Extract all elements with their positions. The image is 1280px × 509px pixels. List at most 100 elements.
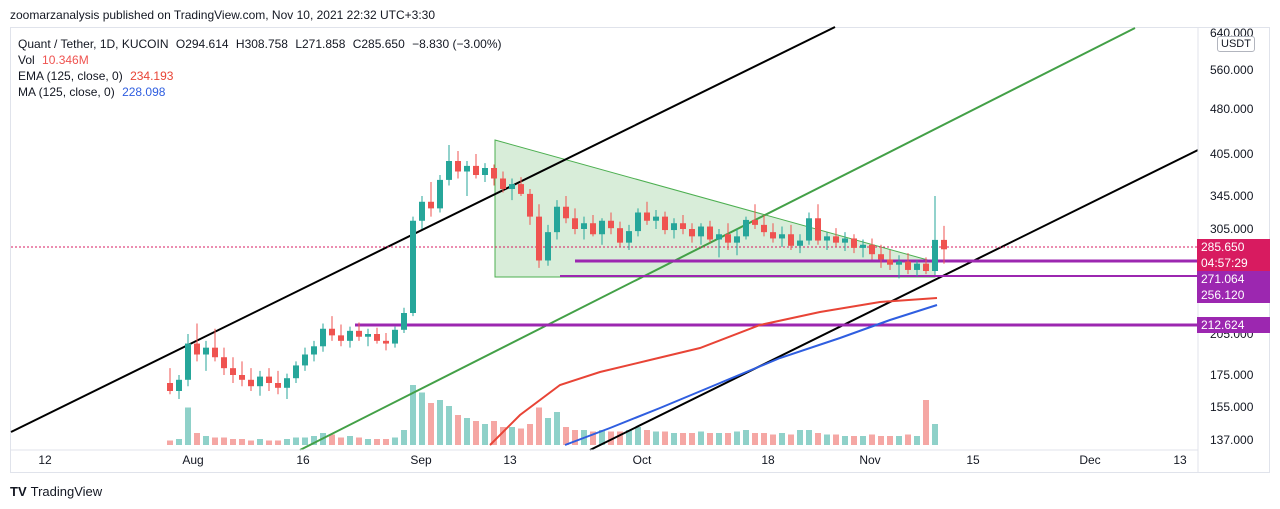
volume-bar <box>572 430 578 445</box>
volume-bar <box>500 427 506 445</box>
ma-label: MA (125, close, 0) <box>18 85 115 99</box>
volume-bar <box>698 431 704 445</box>
volume-bar <box>905 434 911 445</box>
price-tick-label: 137.000 <box>1210 433 1254 447</box>
candle-body <box>806 218 812 241</box>
volume-bar <box>329 434 335 445</box>
candle-body <box>869 244 875 255</box>
volume-bar <box>545 418 551 445</box>
ma-value: 228.098 <box>122 85 166 99</box>
countdown-tag: 04:57:29 <box>1197 255 1270 271</box>
candle-body <box>518 184 524 194</box>
volume-bar <box>365 439 371 445</box>
time-tick-label: 18 <box>761 453 775 467</box>
candle-body <box>500 178 506 189</box>
legend-ma[interactable]: MA (125, close, 0) 228.098 <box>18 84 165 100</box>
candle-body <box>932 239 938 271</box>
candle-body <box>284 378 290 388</box>
candle-body <box>311 346 317 355</box>
candle-body <box>725 234 731 243</box>
time-tick-label: 13 <box>503 453 517 467</box>
volume-bar <box>860 436 866 445</box>
legend-change: −8.830 (−3.00%) <box>412 37 502 51</box>
price-tick-label: 480.000 <box>1210 102 1254 116</box>
volume-bar <box>887 436 893 445</box>
candle-body <box>527 193 533 217</box>
price-tick-label: 560.000 <box>1210 63 1254 77</box>
volume-bar <box>284 439 290 445</box>
candle-body <box>338 335 344 341</box>
volume-bar <box>527 424 533 445</box>
volume-bar <box>401 430 407 445</box>
candle-body <box>797 240 803 246</box>
volume-bar <box>239 439 245 445</box>
symbol-title[interactable]: Quant / Tether, 1D, KUCOIN <box>18 37 169 51</box>
volume-bar <box>761 433 767 445</box>
legend-ema[interactable]: EMA (125, close, 0) 234.193 <box>18 68 173 84</box>
candle-body <box>419 201 425 221</box>
candle-body <box>860 244 866 248</box>
price-tick-label: 345.000 <box>1210 189 1254 203</box>
candle-body <box>779 234 785 239</box>
volume-bar <box>869 434 875 445</box>
currency-button[interactable]: USDT <box>1217 36 1255 52</box>
volume-bar <box>797 430 803 445</box>
candle-body <box>689 229 695 237</box>
volume-bar <box>491 421 497 445</box>
level-tag-3: 212.624 <box>1197 317 1270 333</box>
candle-body <box>203 347 209 355</box>
candle-body <box>347 330 353 341</box>
candle-body <box>257 376 263 387</box>
ema-line <box>489 297 938 446</box>
volume-bar <box>455 415 461 445</box>
legend-volume[interactable]: Vol 10.346M <box>18 52 89 68</box>
drawings <box>10 26 1199 451</box>
candle-body <box>707 226 713 240</box>
volume-bar <box>536 407 542 445</box>
candle-body <box>842 238 848 243</box>
tradingview-logo-icon: TV <box>10 484 27 499</box>
volume-bar <box>671 433 677 445</box>
footer-brand[interactable]: TV TradingView <box>10 484 102 499</box>
volume-bar <box>167 440 173 445</box>
candle-body <box>167 383 173 391</box>
candle-body <box>761 224 767 233</box>
candle-body <box>554 206 560 233</box>
volume-bar <box>446 406 452 445</box>
candle-body <box>293 365 299 379</box>
candle-body <box>635 212 641 232</box>
candle-body <box>428 201 434 209</box>
volume-bar <box>203 436 209 445</box>
legend-close: C285.650 <box>352 37 405 51</box>
candle-body <box>482 168 488 175</box>
volume-bar <box>923 400 929 445</box>
candle-body <box>302 354 308 366</box>
candle-body <box>572 218 578 229</box>
volume-bar <box>464 418 470 445</box>
candle-body <box>230 368 236 375</box>
candle-body <box>671 223 677 231</box>
volume-bar <box>608 431 614 445</box>
candle-body <box>455 161 461 172</box>
candle-body <box>464 165 470 172</box>
time-tick-label: Sep <box>410 453 432 467</box>
volume-bar <box>347 436 353 445</box>
vol-value: 10.346M <box>42 53 89 67</box>
candle-body <box>662 216 668 231</box>
price-tick-label: 305.000 <box>1210 222 1254 236</box>
volume-bar <box>914 436 920 445</box>
candle-body <box>608 220 614 229</box>
volume-bar <box>653 431 659 445</box>
candle-body <box>320 328 326 347</box>
candle-body <box>446 161 452 180</box>
candle-body <box>239 375 245 380</box>
candle-body <box>383 340 389 344</box>
candle-body <box>680 223 686 229</box>
time-tick-label: 15 <box>966 453 980 467</box>
volume-bar <box>824 434 830 445</box>
last-price-tag: 285.650 <box>1197 239 1270 255</box>
legend-main: Quant / Tether, 1D, KUCOIN O294.614 H308… <box>18 36 502 52</box>
volume-bars <box>167 385 938 445</box>
candle-body <box>545 232 551 261</box>
